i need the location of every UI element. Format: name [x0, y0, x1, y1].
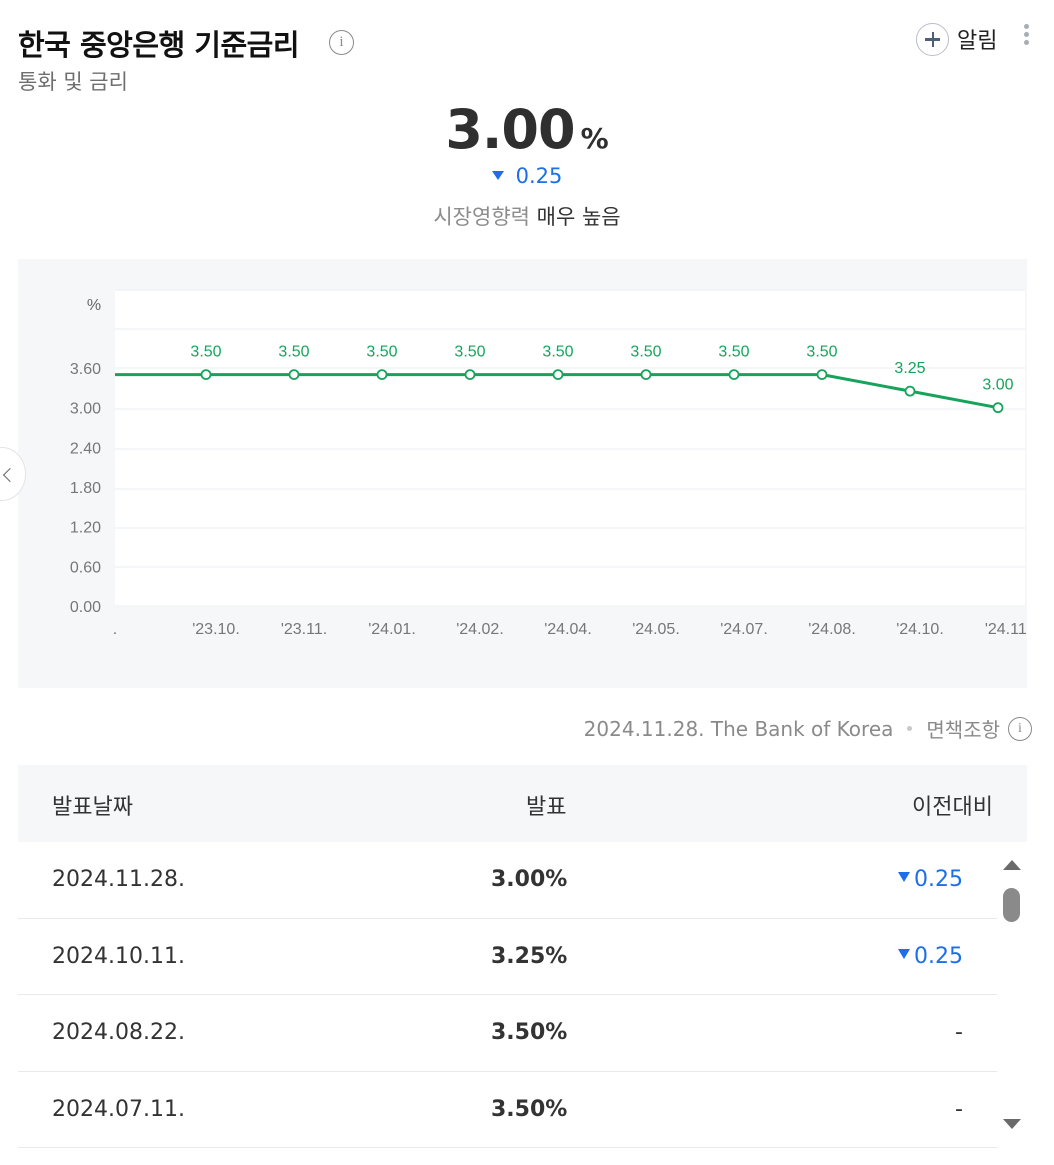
down-triangle-icon	[898, 872, 911, 882]
cell-date: 2024.07.11.	[52, 1096, 185, 1122]
col-header-change: 이전대비	[912, 795, 993, 820]
scroll-up-icon[interactable]	[1003, 860, 1021, 870]
cell-change: 0.25	[898, 867, 963, 892]
info-icon[interactable]: i	[1008, 716, 1032, 741]
page-title: 한국 중앙은행 기준금리	[18, 28, 300, 62]
y-tick-label: 1.80	[70, 480, 101, 497]
x-tick-label: '24.02.	[456, 621, 504, 638]
line-chart[interactable]: % 0.00 0.60 1.20 1.80 2.40 3.00 3.60. '23.10. '23…	[18, 259, 1027, 688]
cell-value: 3.50%	[491, 1096, 568, 1122]
table-scrollbar[interactable]	[1000, 855, 1024, 1133]
data-point	[376, 369, 388, 381]
cell-date: 2024.08.22.	[52, 1020, 185, 1045]
x-tick-label: '24.11.	[985, 621, 1027, 638]
data-point	[464, 369, 476, 381]
cell-change: 0.25	[898, 944, 963, 969]
impact-value: 매우 높음	[536, 205, 621, 229]
separator-dot	[907, 726, 913, 731]
current-rate-unit: %	[580, 122, 609, 155]
disclaimer-link[interactable]: 면책조항	[926, 718, 1000, 742]
cell-change-value: 0.25	[914, 867, 963, 892]
x-tick-label: '24.07.	[720, 621, 768, 638]
more-menu-icon[interactable]	[1022, 24, 1030, 48]
col-header-value: 발표	[526, 795, 567, 820]
y-tick-label: 0.00	[70, 599, 101, 616]
y-tick-label: 0.60	[70, 559, 101, 576]
x-tick-label: '24.01.	[368, 621, 416, 638]
table-row: 2024.10.11. 3.25% 0.25	[18, 919, 997, 995]
data-label: 3.00	[982, 377, 1013, 394]
y-axis-unit: %	[87, 297, 101, 314]
table-header: 발표날짜 발표 이전대비	[18, 765, 1027, 842]
col-header-date: 발표날짜	[52, 795, 133, 820]
data-label: 3.50	[630, 344, 661, 361]
scroll-thumb[interactable]	[1003, 888, 1020, 922]
y-tick-label: 3.00	[70, 401, 101, 418]
down-triangle-icon	[491, 171, 504, 180]
plus-icon	[916, 22, 949, 56]
data-point	[200, 369, 212, 381]
data-point	[728, 369, 740, 381]
impact-label: 시장영향력	[433, 205, 530, 229]
cell-date: 2024.10.11.	[52, 943, 185, 969]
x-tick-label: '24.05.	[632, 621, 680, 638]
down-triangle-icon	[898, 948, 911, 959]
table-row: 2024.08.22. 3.50% -	[18, 995, 997, 1072]
current-rate: 3.00	[445, 98, 575, 161]
data-label: 3.50	[806, 344, 837, 361]
data-point	[288, 369, 300, 381]
y-tick-label: 1.20	[70, 520, 101, 537]
current-value: 3.00%	[0, 98, 1054, 161]
cell-change-value: 0.25	[914, 943, 963, 969]
data-point	[816, 369, 828, 381]
alarm-label: 알림	[957, 29, 998, 54]
x-tick-label: '24.10.	[896, 621, 944, 638]
x-tick-label: '23.11.	[281, 621, 327, 638]
table-row: 2024.11.28. 3.00% 0.25	[18, 842, 997, 919]
y-tick-label: 3.60	[70, 361, 101, 378]
source-text: 2024.11.28. The Bank of Korea	[583, 716, 894, 741]
change-value: 0.25	[515, 164, 563, 188]
data-label: 3.50	[366, 344, 397, 361]
table-body: 2024.11.28. 3.00% 0.25 2024.10.11. 3.25%…	[18, 842, 997, 1148]
alarm-button[interactable]: 알림	[916, 22, 997, 56]
data-label: 3.50	[718, 344, 749, 361]
cell-value: 3.50%	[491, 1020, 568, 1045]
chart-panel: % 0.00 0.60 1.20 1.80 2.40 3.00 3.60. '23.10. '23…	[18, 259, 1027, 688]
change-indicator: 0.25	[0, 164, 1054, 188]
data-point	[904, 385, 916, 397]
cell-date: 2024.11.28.	[52, 867, 185, 892]
scroll-down-icon[interactable]	[1003, 1119, 1021, 1129]
category-subtitle: 통화 및 금리	[18, 70, 128, 94]
table-row: 2024.07.11. 3.50% -	[18, 1072, 997, 1148]
data-label: 3.50	[278, 344, 309, 361]
data-label: 3.50	[454, 344, 485, 361]
x-tick-label: '24.04.	[544, 621, 592, 638]
cell-value: 3.00%	[491, 867, 568, 892]
x-tick-label: .	[113, 621, 117, 638]
data-label: 3.50	[542, 344, 573, 361]
data-point	[552, 369, 564, 381]
x-tick-label: '24.08.	[808, 621, 856, 638]
y-tick-label: 2.40	[70, 440, 101, 457]
data-label: 3.25	[894, 360, 925, 377]
cell-value: 3.25%	[491, 943, 568, 969]
data-label: 3.50	[190, 344, 221, 361]
cell-change: -	[955, 1096, 963, 1122]
info-icon[interactable]: i	[329, 30, 354, 55]
data-point	[992, 402, 1004, 414]
source-info: 2024.11.28. The Bank of Korea 면책조항 i	[584, 714, 1032, 743]
x-tick-label: '23.10.	[192, 621, 240, 638]
cell-change: -	[955, 1020, 963, 1045]
data-point	[640, 369, 652, 381]
market-impact: 시장영향력 매우 높음	[0, 201, 1054, 231]
